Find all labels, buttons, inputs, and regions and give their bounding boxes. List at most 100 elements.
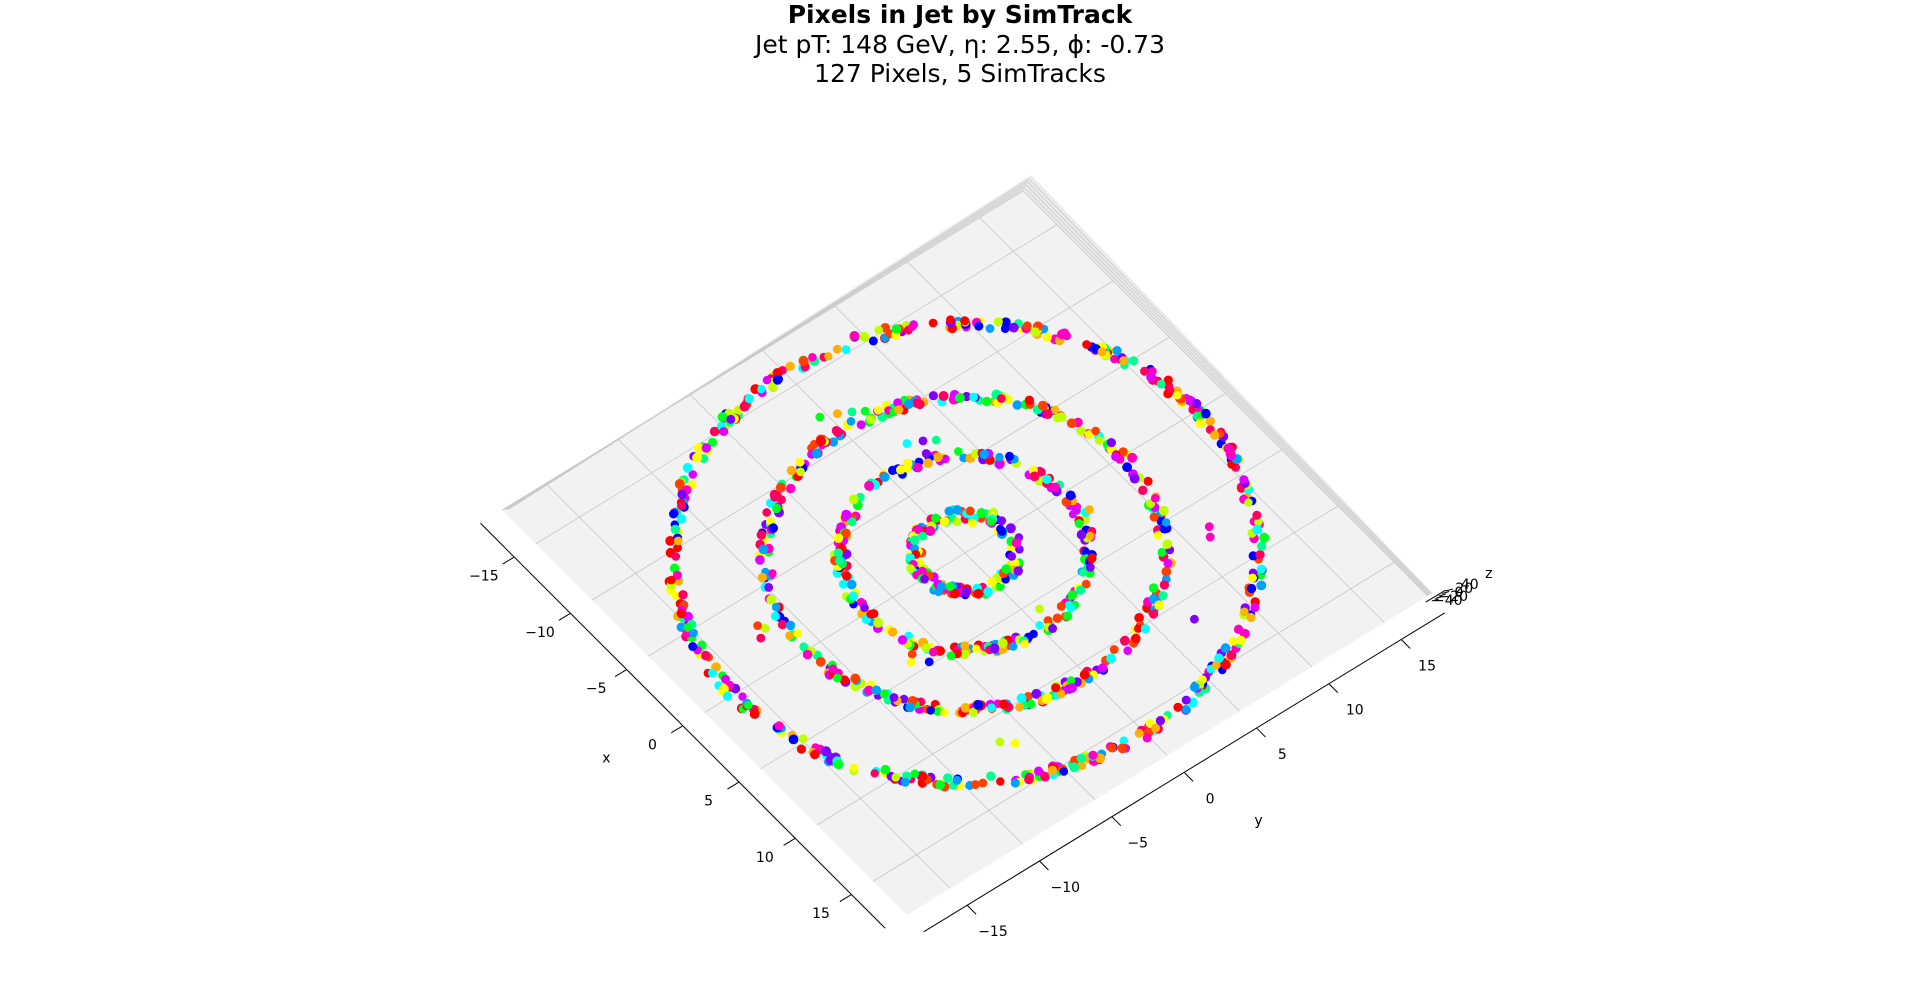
chart-titles: Pixels in Jet by SimTrack Jet pT: 148 Ge… (0, 0, 1920, 88)
pixel-point (815, 412, 825, 422)
pixel-point (835, 556, 845, 566)
pixel-point (1146, 372, 1156, 382)
pixel-point (1048, 624, 1058, 633)
x-tick (670, 725, 684, 734)
pixel-point (871, 685, 882, 695)
pixel-point (972, 644, 981, 653)
pixel-point (935, 780, 945, 790)
pixel-point (1075, 585, 1086, 595)
pixel-point (979, 449, 990, 460)
x-tick (614, 669, 627, 678)
pixel-point (864, 480, 875, 491)
pixel-point (940, 708, 949, 717)
pixel-point (1024, 774, 1034, 785)
pixel-point (718, 683, 729, 694)
axes-panes (502, 175, 1433, 915)
z-tick-label: −20 (1439, 589, 1469, 605)
pixel-point (689, 628, 698, 638)
z-tick-label: 0 (1454, 585, 1463, 601)
pixel-point (1244, 498, 1253, 507)
pixel-point (1097, 347, 1107, 357)
pixel-point (762, 376, 772, 385)
y-axis-label: y (1254, 813, 1262, 829)
pixel-point (1066, 418, 1077, 429)
pixel-point (1225, 448, 1236, 459)
pixel-point (672, 570, 683, 580)
pixel-point (756, 530, 767, 540)
pixel-point (1085, 563, 1095, 572)
pixel-point (1042, 409, 1053, 419)
pixel-point (1131, 633, 1141, 643)
pixel-point (1140, 624, 1150, 634)
pixel-point (1077, 760, 1087, 770)
pixel-point (841, 345, 851, 354)
pixel-point (786, 465, 797, 476)
y-tick (966, 904, 977, 915)
pixel-point (815, 656, 826, 667)
x-tick-label: −15 (469, 569, 499, 585)
pixel-point (846, 579, 857, 590)
pixel-point (974, 321, 984, 331)
pixel-point (1066, 676, 1076, 685)
pixel-point (1071, 505, 1081, 515)
pixel-point (1024, 395, 1035, 405)
pixel-point (1066, 603, 1076, 613)
pixel-point (1236, 635, 1246, 646)
pixel-point (889, 693, 899, 702)
pixel-point (880, 764, 891, 775)
axes-ticklabels: −15−15−10−10−5−5005510101515xy−40−200204… (469, 566, 1492, 940)
pixel-point (1252, 524, 1263, 535)
pixel-point (682, 462, 693, 473)
pixel-point (1150, 493, 1160, 503)
pixel-point (726, 414, 736, 424)
pixel-point (1134, 613, 1144, 623)
pixel-point (799, 642, 808, 651)
y-tick (1256, 727, 1266, 738)
pixel-point (918, 531, 928, 541)
x-tick (558, 612, 571, 621)
pixel-point (1035, 604, 1044, 614)
pixel-point (1052, 613, 1063, 623)
pixel-point (923, 458, 933, 468)
pixel-point (846, 417, 856, 426)
axes-grid (502, 178, 1432, 889)
pixel-point (1127, 452, 1138, 463)
pixel-point (969, 392, 979, 402)
pixel-point (766, 594, 776, 605)
pixel-point (676, 622, 686, 632)
pixel-point (785, 361, 795, 371)
x-tick (502, 556, 515, 565)
pixel-point (986, 771, 996, 781)
pixel-point (1043, 616, 1053, 626)
pixel-point (1138, 485, 1148, 495)
pixel-point (847, 517, 857, 527)
pixel-point (960, 703, 971, 713)
pixel-point (1173, 391, 1182, 400)
x-tick-label: −10 (525, 625, 555, 641)
pixel-point (1094, 436, 1104, 445)
pixel-point (1047, 765, 1058, 775)
pixel-point (708, 668, 717, 678)
pixel-point (671, 552, 681, 561)
pixel-point (833, 548, 843, 558)
pixel-point (896, 465, 906, 475)
pixel-point (1067, 590, 1078, 600)
pixel-point (1117, 743, 1128, 754)
pixel-point (1148, 609, 1159, 619)
pixel-point (1109, 645, 1119, 654)
pixel-point (824, 352, 833, 361)
pixel-point (928, 391, 939, 401)
pixel-point (677, 500, 687, 511)
pixel-point (946, 651, 956, 661)
pixel-point (1204, 522, 1214, 532)
y-tick-label: 5 (1278, 747, 1287, 763)
pixel-point (1129, 473, 1140, 484)
pixel-point (1001, 564, 1011, 574)
pixel-point (968, 707, 978, 717)
z-tick (1435, 596, 1443, 600)
pixel-point (906, 657, 916, 667)
pixel-point (1084, 430, 1094, 439)
pixel-point (692, 452, 702, 463)
pixel-point (771, 602, 781, 612)
